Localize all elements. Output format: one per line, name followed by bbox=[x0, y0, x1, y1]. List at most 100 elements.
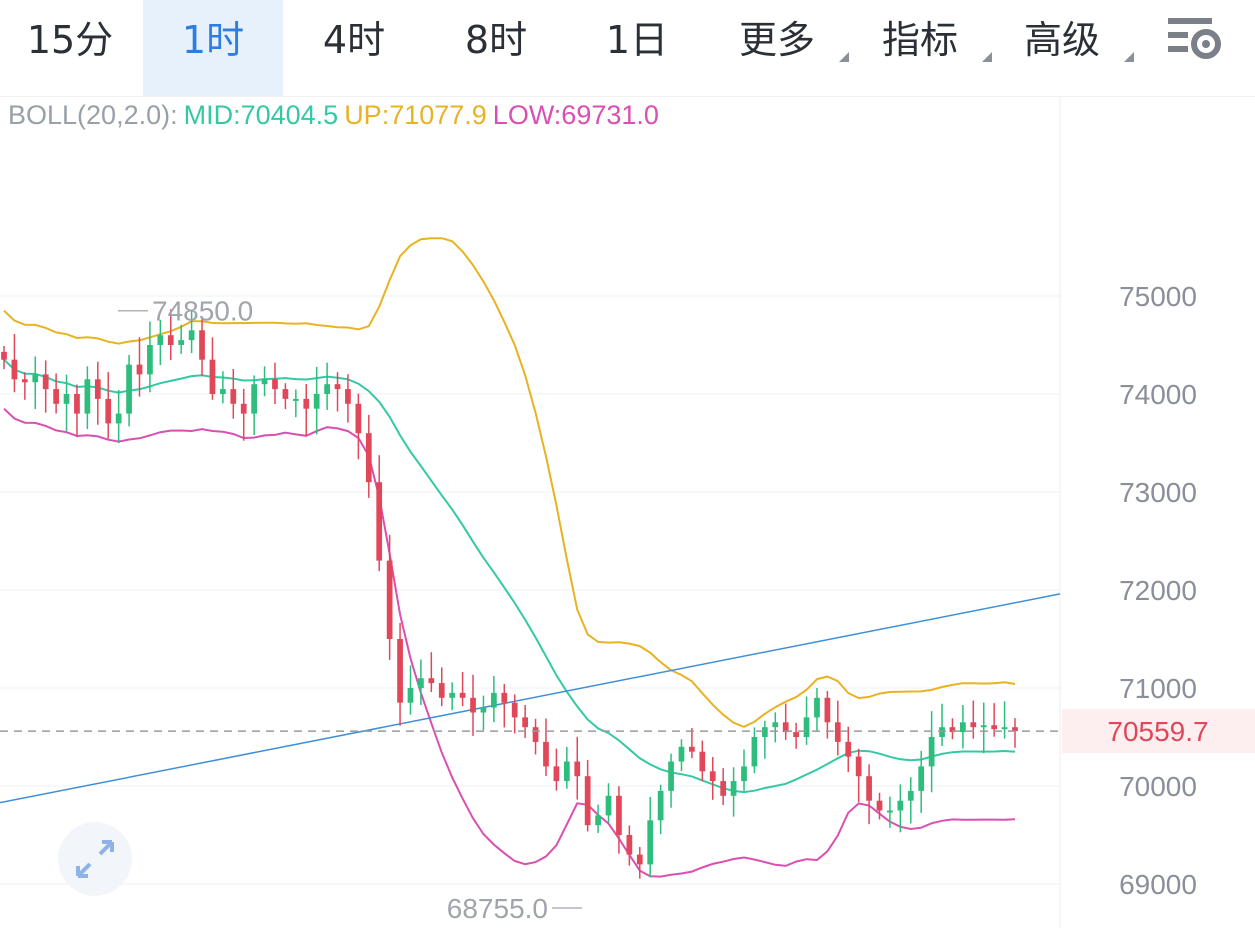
candle-body bbox=[21, 379, 28, 383]
boll-mid: MID:70404.5 bbox=[183, 100, 339, 130]
trendline bbox=[0, 593, 1061, 804]
candle-body bbox=[761, 727, 768, 737]
candle-body bbox=[147, 345, 153, 375]
current-price-label: 70559.7 bbox=[1107, 716, 1208, 747]
y-tick-label: 73000 bbox=[1119, 477, 1197, 508]
candle-body bbox=[709, 771, 716, 782]
candle-body bbox=[220, 389, 226, 394]
candle-body bbox=[939, 727, 945, 737]
candle-body bbox=[845, 741, 852, 757]
candle-body bbox=[855, 756, 862, 777]
candle-body bbox=[657, 790, 664, 821]
tab-indicators[interactable]: 指标 bbox=[858, 0, 998, 96]
candle-body bbox=[730, 781, 737, 796]
candle-body bbox=[980, 725, 987, 728]
tab-8h[interactable]: 8时 bbox=[464, 18, 528, 62]
candle-body bbox=[876, 800, 883, 811]
candle-body bbox=[386, 560, 393, 639]
candle-body bbox=[397, 639, 403, 703]
candle-body bbox=[251, 384, 258, 414]
candle-body bbox=[459, 692, 466, 698]
tab-15m[interactable]: 15分 bbox=[26, 18, 114, 62]
candle-body bbox=[355, 403, 362, 434]
dropdown-caret-icon bbox=[982, 52, 992, 62]
tab-advanced[interactable]: 高级 bbox=[1000, 0, 1140, 96]
candle-body bbox=[616, 795, 622, 835]
candle-body bbox=[428, 678, 435, 684]
candle-body bbox=[960, 722, 966, 733]
candle-body bbox=[1001, 727, 1008, 730]
candle-body bbox=[814, 697, 820, 718]
candle-body bbox=[949, 727, 956, 733]
candle-body bbox=[324, 384, 330, 394]
candle-body bbox=[803, 717, 810, 737]
candle-body bbox=[105, 398, 112, 424]
candle-body bbox=[94, 379, 101, 399]
candle-body bbox=[689, 746, 695, 752]
candle-body bbox=[887, 810, 893, 813]
candle-body bbox=[209, 359, 216, 394]
candle-body bbox=[365, 433, 372, 483]
candle-body bbox=[574, 761, 581, 777]
candle-body bbox=[303, 398, 310, 409]
candle-body bbox=[11, 359, 18, 380]
candle-body bbox=[53, 389, 59, 404]
tab-1h[interactable]: 1时 bbox=[143, 0, 283, 96]
candle-body bbox=[1012, 727, 1018, 732]
candle-body bbox=[136, 364, 143, 375]
candle-body bbox=[834, 722, 841, 742]
candle-body bbox=[897, 800, 904, 811]
candle-body bbox=[907, 790, 914, 801]
candle-body bbox=[522, 717, 529, 728]
tab-1d[interactable]: 1日 bbox=[605, 18, 669, 62]
candle-body bbox=[42, 374, 49, 390]
candle-body bbox=[772, 722, 779, 728]
candle-body bbox=[918, 766, 925, 791]
candle-body bbox=[126, 364, 132, 414]
candle-body bbox=[720, 781, 727, 796]
y-tick-label: 71000 bbox=[1119, 673, 1197, 704]
candle-body bbox=[824, 697, 831, 723]
fullscreen-expand-icon[interactable] bbox=[58, 822, 132, 896]
candle-body bbox=[699, 751, 706, 772]
candle-body bbox=[167, 335, 174, 345]
candle-body bbox=[647, 820, 654, 865]
candle-body bbox=[230, 389, 237, 404]
candle-body bbox=[553, 766, 560, 782]
tab-more[interactable]: 更多 bbox=[715, 0, 855, 96]
current-price-badge bbox=[1062, 709, 1255, 754]
boll-upper-band bbox=[3, 237, 1016, 728]
candle-body bbox=[595, 815, 601, 826]
boll-up: UP:71077.9 bbox=[344, 100, 487, 130]
y-tick-label: 70000 bbox=[1119, 771, 1197, 802]
candle-body bbox=[63, 394, 70, 404]
boll-low: LOW:69731.0 bbox=[492, 100, 659, 130]
candle-body bbox=[1, 351, 7, 360]
candle-body bbox=[866, 776, 872, 801]
candle-body bbox=[511, 702, 518, 718]
candle-body bbox=[74, 394, 80, 414]
candle-body bbox=[741, 766, 747, 782]
candle-body bbox=[605, 795, 612, 816]
tab-4h[interactable]: 4时 bbox=[322, 18, 386, 62]
candle-body bbox=[584, 776, 591, 826]
candle-body bbox=[32, 374, 39, 383]
candle-body bbox=[636, 854, 643, 865]
candlestick-chart[interactable]: 75000 74000 73000 72000 71000 70000 69000 70559… bbox=[0, 96, 1255, 928]
boll-mid-line bbox=[3, 358, 1016, 794]
dropdown-caret-icon bbox=[1124, 52, 1134, 62]
candle-body bbox=[532, 727, 539, 742]
candle-body bbox=[115, 413, 122, 424]
candle-body bbox=[345, 389, 351, 404]
candle-body bbox=[376, 482, 383, 561]
candle-body bbox=[782, 722, 789, 733]
candle-body bbox=[84, 379, 91, 414]
dropdown-caret-icon bbox=[839, 52, 849, 62]
chart-settings-gear-icon[interactable] bbox=[1160, 10, 1232, 70]
candle-body bbox=[563, 761, 570, 782]
candle-body bbox=[751, 737, 758, 767]
candle-body bbox=[282, 389, 289, 399]
y-tick-label: 75000 bbox=[1119, 281, 1197, 312]
candle-body bbox=[240, 403, 247, 414]
candle-body bbox=[991, 725, 998, 730]
